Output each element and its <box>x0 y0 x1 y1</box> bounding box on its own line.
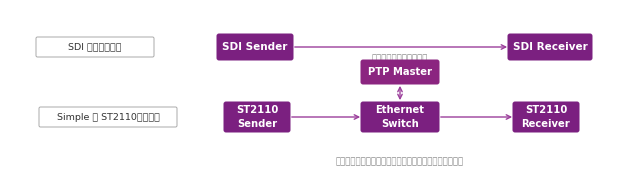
Text: Simple な ST2110の接続例: Simple な ST2110の接続例 <box>56 113 159 121</box>
Text: ST2110
Sender: ST2110 Sender <box>236 105 278 129</box>
Text: ケーブルで接続するだけではデータが疏通しない、、、: ケーブルで接続するだけではデータが疏通しない、、、 <box>336 158 464 167</box>
Text: Ethernet
Switch: Ethernet Switch <box>376 105 425 129</box>
FancyBboxPatch shape <box>360 59 440 84</box>
FancyBboxPatch shape <box>360 101 440 133</box>
Text: SDI Receiver: SDI Receiver <box>513 42 587 52</box>
FancyBboxPatch shape <box>216 33 293 61</box>
Text: ST2110
Receiver: ST2110 Receiver <box>521 105 570 129</box>
Text: SDI 機器の接続例: SDI 機器の接続例 <box>68 42 122 52</box>
FancyBboxPatch shape <box>513 101 580 133</box>
FancyBboxPatch shape <box>39 107 177 127</box>
FancyBboxPatch shape <box>36 37 154 57</box>
FancyBboxPatch shape <box>508 33 593 61</box>
Text: ケーブルで接続するだけ: ケーブルで接続するだけ <box>372 55 428 64</box>
Text: SDI Sender: SDI Sender <box>223 42 288 52</box>
Text: PTP Master: PTP Master <box>368 67 432 77</box>
FancyBboxPatch shape <box>223 101 291 133</box>
